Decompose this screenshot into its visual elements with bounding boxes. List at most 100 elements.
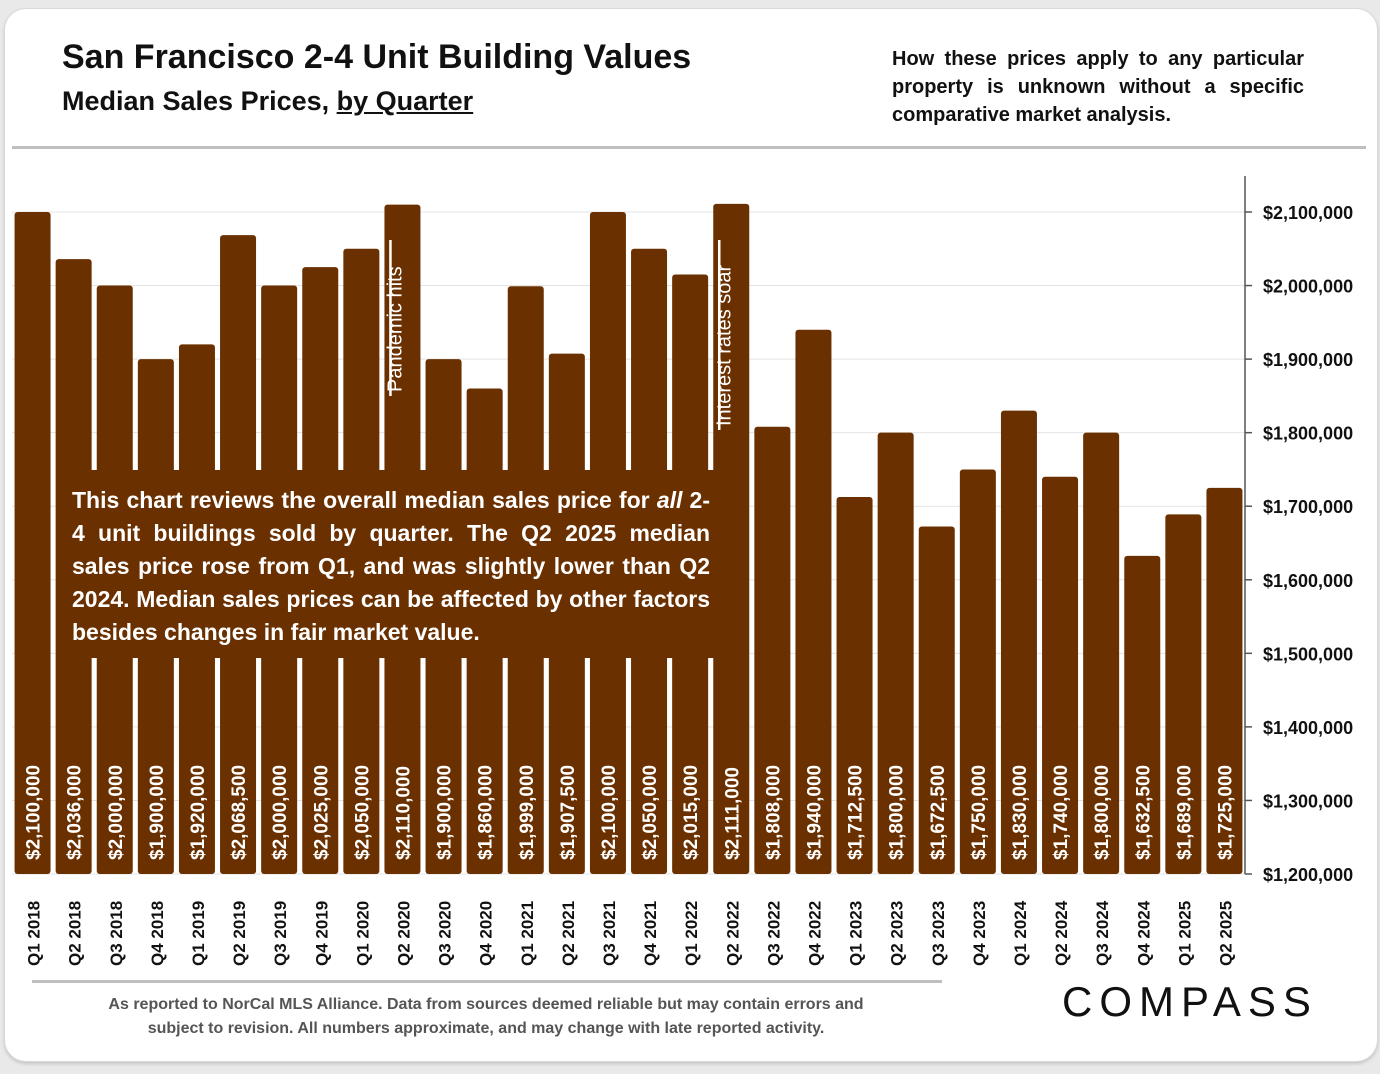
bar bbox=[836, 497, 873, 874]
bar bbox=[918, 526, 955, 874]
bar-value-label: $1,689,000 bbox=[1174, 765, 1195, 860]
x-tick-label: Q3 2022 bbox=[764, 901, 783, 966]
y-tick-label: $1,300,000 bbox=[1263, 791, 1353, 811]
x-tick-label: Q1 2020 bbox=[353, 901, 372, 966]
bar-value-label: $1,940,000 bbox=[804, 765, 825, 860]
bar-value-label: $2,000,000 bbox=[270, 765, 291, 860]
bar-value-label: $2,100,000 bbox=[599, 765, 620, 860]
x-tick-label: Q2 2019 bbox=[230, 901, 249, 966]
bar-value-label: $2,036,000 bbox=[65, 765, 86, 860]
bar-value-label: $1,907,500 bbox=[558, 765, 579, 860]
x-tick-label: Q1 2022 bbox=[682, 901, 701, 966]
x-tick-label: Q3 2020 bbox=[436, 901, 455, 966]
x-tick-label: Q4 2018 bbox=[148, 901, 167, 966]
chart-subtitle: Median Sales Prices, by Quarter bbox=[62, 86, 473, 117]
x-tick-label: Q3 2019 bbox=[271, 901, 290, 966]
x-tick-label: Q1 2024 bbox=[1011, 900, 1030, 966]
bar-value-label: $1,900,000 bbox=[435, 765, 456, 860]
x-tick-label: Q3 2024 bbox=[1093, 900, 1112, 966]
x-tick-label: Q1 2025 bbox=[1175, 901, 1194, 966]
bar-value-label: $1,740,000 bbox=[1051, 765, 1072, 860]
x-tick-label: Q1 2019 bbox=[189, 901, 208, 966]
bar-value-label: $1,632,500 bbox=[1133, 765, 1154, 860]
bar bbox=[713, 203, 750, 875]
x-tick-label: Q2 2022 bbox=[723, 901, 742, 966]
x-tick-label: Q2 2018 bbox=[66, 901, 85, 966]
bar-value-label: $2,111,000 bbox=[722, 767, 743, 860]
bar-value-label: $2,050,000 bbox=[640, 765, 661, 860]
bar-value-label: $2,000,000 bbox=[106, 765, 127, 860]
bar-value-label: $1,860,000 bbox=[476, 765, 497, 860]
bar-value-label: $2,110,000 bbox=[393, 766, 414, 860]
bar-value-label: $1,725,000 bbox=[1215, 765, 1236, 860]
source-note-line-1: As reported to NorCal MLS Alliance. Data… bbox=[108, 996, 864, 1013]
source-note-line-2: subject to revision. All numbers approxi… bbox=[147, 1020, 825, 1037]
x-tick-label: Q4 2023 bbox=[970, 901, 989, 966]
y-tick-label: $1,800,000 bbox=[1263, 424, 1353, 444]
x-tick-label: Q3 2023 bbox=[929, 901, 948, 966]
x-tick-label: Q2 2020 bbox=[394, 901, 413, 966]
subtitle-prefix: Median Sales Prices, bbox=[62, 86, 337, 116]
bar-value-label: $1,712,500 bbox=[846, 765, 867, 860]
x-tick-label: Q3 2021 bbox=[600, 901, 619, 966]
y-tick-label: $1,600,000 bbox=[1263, 571, 1353, 591]
bar bbox=[1124, 555, 1161, 874]
source-note: As reported to NorCal MLS Alliance. Data… bbox=[60, 993, 912, 1041]
annotation-text-start: This chart reviews the overall median sa… bbox=[72, 487, 657, 513]
bar-value-label: $2,015,000 bbox=[681, 765, 702, 860]
subtitle-by-quarter: by Quarter bbox=[336, 86, 474, 116]
x-tick-label: Q4 2021 bbox=[641, 901, 660, 966]
event-annotation-label: Pandemic hits bbox=[384, 266, 406, 392]
footer-divider bbox=[32, 980, 942, 983]
chart-annotation-box: This chart reviews the overall median sa… bbox=[57, 470, 725, 658]
bar-value-label: $1,800,000 bbox=[1092, 765, 1113, 860]
bar bbox=[1000, 410, 1037, 874]
x-tick-label: Q2 2021 bbox=[559, 901, 578, 966]
bar bbox=[1042, 476, 1079, 874]
y-tick-label: $1,500,000 bbox=[1263, 644, 1353, 664]
annotation-text-italic: all bbox=[656, 487, 683, 513]
chart-title: San Francisco 2-4 Unit Building Values bbox=[62, 38, 692, 76]
bar bbox=[795, 329, 832, 874]
bar-value-label: $1,800,000 bbox=[887, 765, 908, 860]
x-tick-label: Q4 2024 bbox=[1134, 900, 1153, 966]
bar-value-label: $2,100,000 bbox=[24, 765, 45, 860]
y-tick-label: $2,000,000 bbox=[1263, 277, 1353, 297]
bar-value-label: $2,025,000 bbox=[311, 765, 332, 860]
x-tick-label: Q4 2022 bbox=[805, 901, 824, 966]
header-divider bbox=[12, 146, 1366, 149]
annotation-text-end: 2-4 unit buildings sold by quarter. The … bbox=[72, 487, 711, 645]
bar-value-label: $2,068,500 bbox=[229, 765, 250, 860]
event-annotation-label: Interest rates soar bbox=[713, 264, 735, 426]
bar bbox=[14, 212, 51, 874]
bar-value-label: $1,920,000 bbox=[188, 765, 209, 860]
bar-value-label: $1,999,000 bbox=[517, 765, 538, 860]
bar bbox=[1206, 487, 1243, 874]
x-tick-label: Q4 2019 bbox=[312, 901, 331, 966]
compass-logo: COMPASS bbox=[1062, 978, 1318, 1025]
y-tick-label: $2,100,000 bbox=[1263, 203, 1353, 223]
x-tick-label: Q2 2025 bbox=[1216, 901, 1235, 966]
bar bbox=[1083, 432, 1120, 874]
x-tick-label: Q2 2024 bbox=[1052, 900, 1071, 966]
x-tick-label: Q1 2021 bbox=[518, 901, 537, 966]
y-tick-label: $1,700,000 bbox=[1263, 497, 1353, 517]
x-tick-label: Q1 2023 bbox=[847, 901, 866, 966]
bar-value-label: $1,830,000 bbox=[1010, 765, 1031, 860]
bar-value-label: $1,672,500 bbox=[928, 765, 949, 860]
bar bbox=[877, 432, 914, 874]
bar bbox=[1165, 514, 1202, 874]
bar bbox=[959, 469, 996, 874]
bar bbox=[754, 426, 791, 874]
x-tick-label: Q4 2020 bbox=[477, 901, 496, 966]
bar-value-label: $1,808,000 bbox=[763, 765, 784, 860]
y-tick-label: $1,400,000 bbox=[1263, 718, 1353, 738]
x-tick-label: Q3 2018 bbox=[107, 901, 126, 966]
bar-value-label: $1,900,000 bbox=[147, 765, 168, 860]
bar-value-label: $2,050,000 bbox=[352, 765, 373, 860]
x-tick-label: Q2 2023 bbox=[888, 901, 907, 966]
bar-value-label: $1,750,000 bbox=[969, 765, 990, 860]
disclaimer-text: How these prices apply to any particular… bbox=[892, 48, 1304, 126]
y-tick-label: $1,200,000 bbox=[1263, 865, 1353, 885]
